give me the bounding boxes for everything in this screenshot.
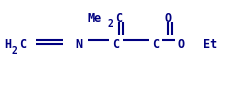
Text: H: H [4,38,11,51]
Text: 2: 2 [108,19,114,29]
Text: C: C [112,38,119,51]
Text: C: C [152,38,159,51]
Text: 2: 2 [12,46,18,56]
Text: O: O [165,12,172,25]
Text: O: O [178,38,185,51]
Text: N: N [75,38,82,51]
Text: Me: Me [88,12,102,25]
Text: C: C [19,38,26,51]
Text: Et: Et [203,38,217,51]
Text: C: C [115,12,122,25]
